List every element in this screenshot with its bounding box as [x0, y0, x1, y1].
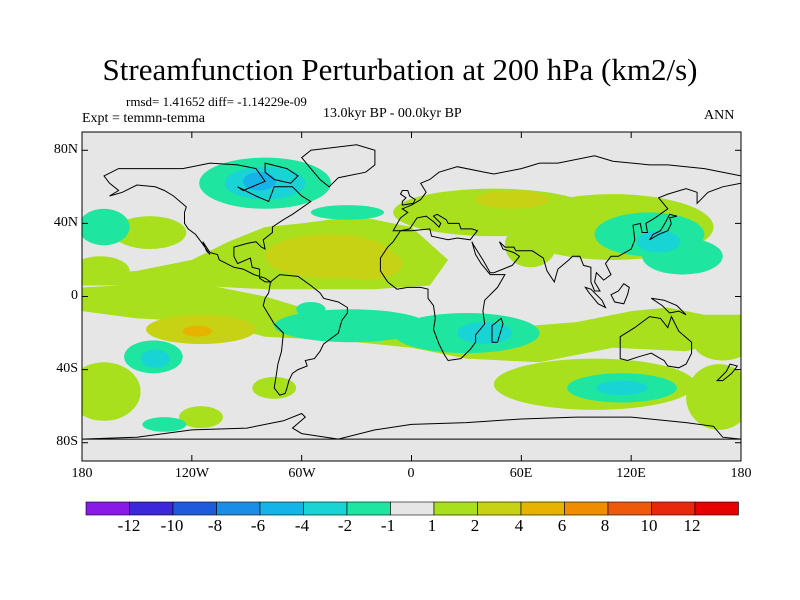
x-tick-120e: 120E — [616, 466, 646, 481]
season-label: ANN — [704, 108, 735, 123]
siberia-positive-core — [475, 190, 549, 209]
colorbar-label: -6 — [250, 516, 266, 535]
colorbar-label: -12 — [117, 516, 141, 535]
south-atlantic-negative — [274, 309, 428, 343]
colorbar-swatch — [477, 501, 522, 516]
y-tick-80n: 80N — [53, 142, 78, 157]
southern-tropics-band — [82, 281, 741, 363]
south-pacific-positive — [686, 364, 741, 430]
uk-coastline — [399, 190, 416, 206]
colorbar-label: -1 — [380, 516, 396, 535]
new-guinea-coastline — [651, 297, 687, 316]
experiment-label: Expt = temmn-temma — [82, 111, 205, 126]
stats-label: rmsd= 1.41652 diff= -1.14229e-09 — [126, 94, 307, 109]
colorbar-swatch — [303, 501, 348, 516]
north-america-coastline — [103, 162, 312, 283]
antarctic-coast-negative — [142, 417, 187, 432]
x-tick-60e: 60E — [509, 466, 533, 481]
colorbar-swatch — [129, 501, 174, 516]
colorbar-label: -10 — [160, 516, 184, 535]
colorbar-label: 4 — [514, 516, 524, 535]
x-tick-0: 0 — [407, 466, 415, 481]
australia-coastline — [619, 315, 693, 369]
colorbar-swatch — [607, 501, 652, 516]
colorbar-label: -2 — [337, 516, 353, 535]
x-tick-180w: 180 — [71, 466, 93, 481]
south-america-coastline — [262, 274, 348, 396]
colorbar-swatch — [651, 501, 696, 516]
axis-ticks — [81, 132, 742, 461]
colorbar-swatch — [85, 501, 130, 516]
coastlines — [82, 144, 741, 440]
greenland-coastline — [300, 144, 376, 188]
colorbar-label: 12 — [683, 516, 701, 535]
colorbar — [85, 501, 739, 516]
x-tick-180e: 180 — [730, 466, 752, 481]
madagascar-coastline — [491, 317, 504, 343]
southern-indian-core — [596, 380, 648, 396]
map-area — [82, 132, 741, 461]
eurasia-africa-coastline — [379, 155, 741, 362]
hudson-bay-peak — [243, 172, 277, 191]
borneo-coastline — [610, 283, 630, 305]
atlantic-positive-core-east — [329, 247, 403, 281]
colorbar-swatch — [433, 501, 478, 516]
x-tick-120w: 120W — [174, 466, 210, 481]
y-tick-eq: 0 — [71, 288, 78, 303]
colorbar-label: 2 — [470, 516, 480, 535]
new-zealand-coastline — [715, 363, 739, 382]
colorbar-swatch — [694, 501, 739, 516]
colorbar-label: 8 — [600, 516, 610, 535]
colorbar-swatch — [172, 501, 217, 516]
india-positive — [504, 223, 557, 268]
central-pacific-positive — [82, 256, 130, 286]
colorbar-label: -8 — [207, 516, 223, 535]
y-tick-40n: 40N — [53, 215, 78, 230]
north-pacific-negative — [82, 208, 130, 246]
colorbar-swatch — [390, 501, 435, 516]
antarctica-coastline — [82, 412, 741, 440]
colorbar-swatch — [216, 501, 261, 516]
sumatra-coastline — [584, 286, 607, 309]
x-tick-60w: 60W — [288, 466, 316, 481]
colorbar-label: 10 — [640, 516, 658, 535]
southern-pacific-small-positive — [179, 406, 223, 429]
japan-coastline — [649, 213, 678, 241]
tasman-positive — [693, 323, 741, 361]
colorbar-label: 6 — [557, 516, 567, 535]
colorbar-swatch — [259, 501, 304, 516]
southwest-pacific-positive — [82, 362, 141, 421]
southeast-pacific-peak — [182, 325, 212, 337]
south-pacific-core — [140, 349, 170, 368]
plot-title: Streamfunction Perturbation at 200 hPa (… — [102, 52, 698, 87]
y-tick-80s: 80S — [56, 434, 78, 449]
period-label: 13.0kyr BP - 00.0kyr BP — [323, 106, 462, 121]
colorbar-swatch — [346, 501, 391, 516]
colorbar-label: -4 — [294, 516, 310, 535]
colorbar-swatch — [520, 501, 565, 516]
north-pacific-east-positive — [113, 216, 187, 249]
colorbar-label: 1 — [427, 516, 437, 535]
amazon-negative — [296, 301, 326, 317]
japan-core — [636, 230, 681, 253]
y-tick-40s: 40S — [56, 361, 78, 376]
north-atlantic-negative — [310, 205, 385, 220]
south-africa-core — [457, 322, 513, 345]
baffin-island-coastline — [264, 162, 299, 184]
colorbar-swatch — [564, 501, 609, 516]
